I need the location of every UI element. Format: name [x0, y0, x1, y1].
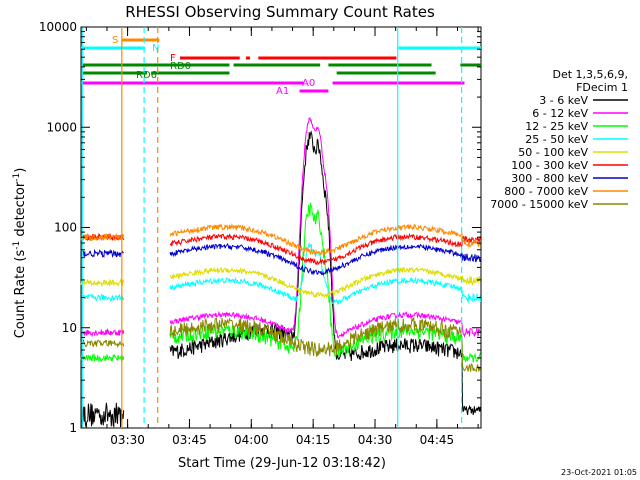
- y-axis-label-sup2: -1: [12, 173, 22, 182]
- legend-label: 3 - 6 keV: [539, 94, 588, 107]
- flag-label: A1: [276, 86, 289, 97]
- legend-label: 25 - 50 keV: [525, 133, 588, 146]
- flag-label: A0: [302, 78, 315, 89]
- series-line: [80, 242, 482, 276]
- x-tick-label: 03:30: [110, 433, 145, 447]
- legend-header: Det 1,3,5,6,9,: [552, 68, 628, 81]
- legend-label: 12 - 25 keV: [525, 120, 588, 133]
- y-axis-label-sup1: -1: [12, 241, 22, 250]
- series-line: [80, 223, 482, 256]
- legend-label: 50 - 100 keV: [518, 146, 588, 159]
- legend-label: 300 - 800 keV: [511, 172, 588, 185]
- legend-label: 100 - 300 keV: [511, 159, 588, 172]
- flag-label: RD6: [136, 70, 157, 81]
- flag-label: S: [112, 35, 118, 46]
- series-line: [80, 130, 482, 429]
- legend-header: FDecim 1: [576, 81, 628, 94]
- series-line: [81, 242, 482, 306]
- series-line: [80, 316, 482, 373]
- x-tick-label: 04:45: [420, 433, 455, 447]
- x-tick-label: 04:15: [296, 433, 331, 447]
- y-axis: 1 10 100 1000 10000: [39, 20, 481, 435]
- y-tick-label: 10000: [39, 20, 77, 34]
- x-axis-label: Start Time (29-Jun-12 03:18:42): [178, 456, 386, 471]
- y-axis-label-end: ): [13, 168, 28, 173]
- y-axis-label-mid: detector: [13, 181, 28, 241]
- flag-label: F: [170, 53, 176, 64]
- chart-title: RHESSI Observing Summary Count Rates: [125, 3, 435, 21]
- y-tick-label: 10: [62, 321, 77, 335]
- y-axis-label: Count Rate (s-1 detector-1): [12, 168, 28, 339]
- x-axis: 03:30 03:45 04:00 04:15 04:30 04:45: [85, 27, 479, 447]
- series-line: [80, 117, 482, 339]
- x-tick-label: 04:00: [234, 433, 269, 447]
- x-tick-label: 03:45: [172, 433, 207, 447]
- x-tick-label: 04:30: [358, 433, 393, 447]
- y-axis-label-main: Count Rate (s: [13, 250, 28, 339]
- series-layer: [80, 117, 482, 429]
- y-tick-label: 1000: [46, 120, 77, 134]
- legend-label: 800 - 7000 keV: [504, 185, 588, 198]
- y-tick-label: 1: [69, 421, 77, 435]
- y-tick-label: 100: [54, 221, 77, 235]
- flag-label: N: [152, 43, 159, 54]
- flag-label: RD0: [170, 61, 191, 72]
- footer-timestamp: 23-Oct-2021 01:05: [561, 468, 637, 477]
- series-line: [80, 266, 482, 299]
- legend-label: 7000 - 15000 keV: [490, 198, 588, 211]
- legend-label: 6 - 12 keV: [532, 107, 588, 120]
